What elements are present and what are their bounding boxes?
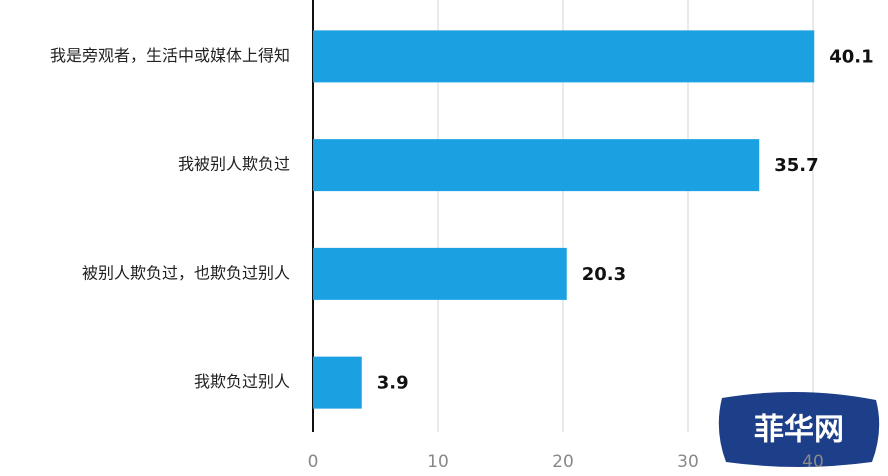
value-label: 35.7: [774, 155, 818, 176]
bar: [313, 30, 815, 83]
watermark-text: 菲华网: [754, 413, 844, 448]
value-label: 40.1: [829, 46, 873, 67]
y-tick-label: 我被别人欺负过: [178, 155, 290, 174]
x-tick-label: 10: [427, 452, 449, 472]
y-tick-label: 被别人欺负过，也欺负过别人: [82, 263, 290, 282]
value-label: 3.9: [377, 373, 409, 394]
x-tick-label: 40: [802, 452, 824, 472]
x-tick-label: 30: [677, 452, 699, 472]
x-tick-label: 0: [308, 452, 319, 472]
watermark: 菲华网: [718, 391, 880, 467]
x-tick-label: 20: [552, 452, 574, 472]
y-tick-label: 我是旁观者，生活中或媒体上得知: [50, 46, 290, 65]
bar: [313, 139, 760, 192]
y-tick-label: 我欺负过别人: [194, 372, 290, 391]
watermark-badge: [718, 391, 880, 467]
value-label: 20.3: [582, 264, 626, 285]
bar: [313, 356, 362, 409]
bar: [313, 247, 567, 300]
